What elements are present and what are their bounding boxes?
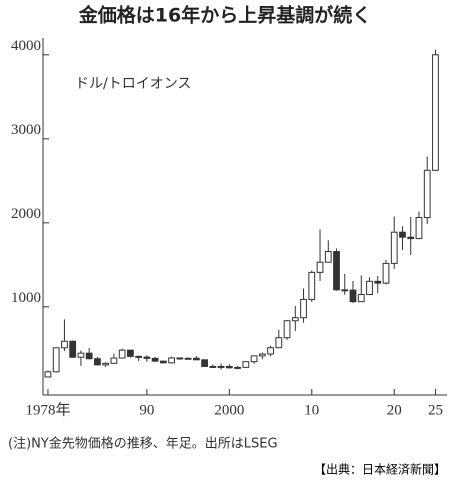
candle-body: [283, 320, 291, 339]
y-tick-label: 1000: [11, 290, 41, 306]
candle-body: [366, 280, 373, 296]
candle-body: [300, 298, 307, 319]
candle-body: [168, 357, 176, 364]
candle-body: [357, 294, 365, 303]
candle-body: [52, 347, 60, 373]
candle-body: [176, 357, 184, 360]
candle-body: [69, 340, 77, 358]
candle-body: [341, 289, 349, 292]
y-tick-label: 3000: [11, 122, 41, 138]
candle-body: [308, 271, 316, 300]
candle-body: [267, 347, 274, 355]
candle-body: [423, 169, 431, 219]
candle-body: [159, 360, 167, 364]
candle-body: [209, 365, 217, 368]
x-tick-label: 90: [139, 402, 154, 418]
candle-body: [333, 251, 340, 291]
candle-body: [85, 352, 93, 360]
candle-body: [316, 261, 324, 273]
candle-body: [349, 289, 357, 303]
x-tick-label: 25: [428, 402, 443, 418]
candle-body: [275, 337, 283, 349]
candle-body: [184, 357, 192, 360]
chart-title: 金価格は16年から上昇基調が続く: [78, 4, 371, 27]
candle-body: [217, 365, 225, 368]
candle-body: [143, 356, 151, 359]
candle-body: [118, 349, 126, 359]
candle-body: [44, 371, 52, 378]
candle-body: [374, 280, 382, 284]
candle-body: [135, 355, 143, 358]
candle-body: [77, 352, 85, 358]
candle-body: [94, 358, 101, 366]
candle-body: [192, 357, 200, 361]
candle-body: [390, 231, 398, 264]
candle-body: [258, 353, 266, 357]
x-tick-label: 1978年: [25, 401, 70, 418]
candle-body: [201, 359, 208, 367]
candle-body: [324, 251, 332, 263]
x-tick-label: 2000: [214, 402, 244, 418]
candle-body: [225, 365, 233, 369]
candle-body: [291, 317, 299, 322]
candle-body: [61, 340, 68, 349]
candle-body: [242, 361, 250, 368]
source: 【出典：日本経済新聞】: [314, 462, 446, 477]
candle-body: [151, 357, 159, 362]
candle-body: [250, 355, 258, 363]
candle-body: [110, 357, 118, 364]
candle-body: [415, 217, 423, 240]
note: (注)NY金先物価格の推移、年足。出所はLSEG: [8, 436, 278, 452]
x-tick-label: 20: [387, 402, 402, 418]
candle-body: [127, 349, 134, 357]
candle-body: [102, 362, 110, 366]
y-tick-label: 2000: [11, 206, 41, 222]
y-tick-label: 4000: [11, 38, 41, 54]
unit-label: ドル/トロイオンス: [75, 76, 191, 92]
candle-body: [382, 262, 390, 284]
candle-body: [432, 54, 439, 171]
x-tick-label: 10: [304, 402, 319, 418]
candle-body: [399, 231, 406, 238]
candle-body: [407, 236, 415, 240]
candle-body: [234, 366, 241, 369]
